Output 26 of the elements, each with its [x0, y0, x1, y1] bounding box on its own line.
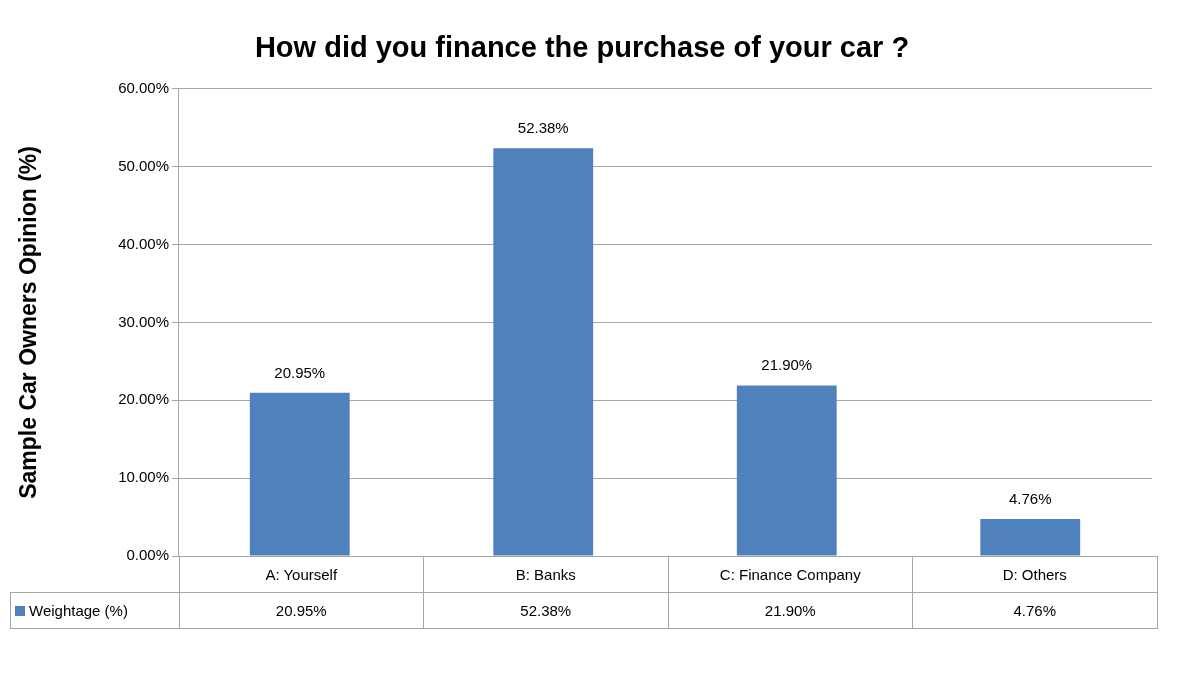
- y-tick-label: 10.00%: [118, 468, 169, 486]
- y-tick-label: 40.00%: [118, 234, 169, 252]
- bar: [980, 518, 1081, 556]
- x-tick-label: A: Yourself: [179, 556, 424, 593]
- data-label: 21.90%: [668, 592, 913, 629]
- text: 52.38%: [517, 118, 569, 136]
- chart-title: How did you finance the purchase of your car ?: [254, 31, 910, 64]
- text: 4.76%: [1008, 489, 1052, 507]
- y-axis-title: Sample Car Owners Opinion (%): [15, 146, 42, 499]
- data-label: 52.38%: [423, 592, 668, 629]
- bar: [249, 392, 350, 556]
- y-tick-label: 30.00%: [118, 312, 169, 330]
- data-label: 20.95%: [179, 592, 424, 629]
- text: 20.95%: [274, 363, 326, 381]
- x-tick-label: B: Banks: [423, 556, 668, 593]
- y-tick-label: 20.00%: [118, 390, 169, 408]
- bar: [493, 148, 594, 556]
- y-tick-label: 60.00%: [118, 78, 169, 96]
- bar: [736, 385, 837, 556]
- x-tick-label: C: Finance Company: [668, 556, 913, 593]
- data-label: 4.76%: [912, 592, 1157, 629]
- x-tick-label: D: Others: [912, 556, 1157, 593]
- text: 21.90%: [761, 356, 813, 374]
- y-tick-label: 50.00%: [118, 156, 169, 174]
- y-tick-label: 0.00%: [126, 546, 169, 564]
- legend-label: Weightage (%): [10, 592, 179, 629]
